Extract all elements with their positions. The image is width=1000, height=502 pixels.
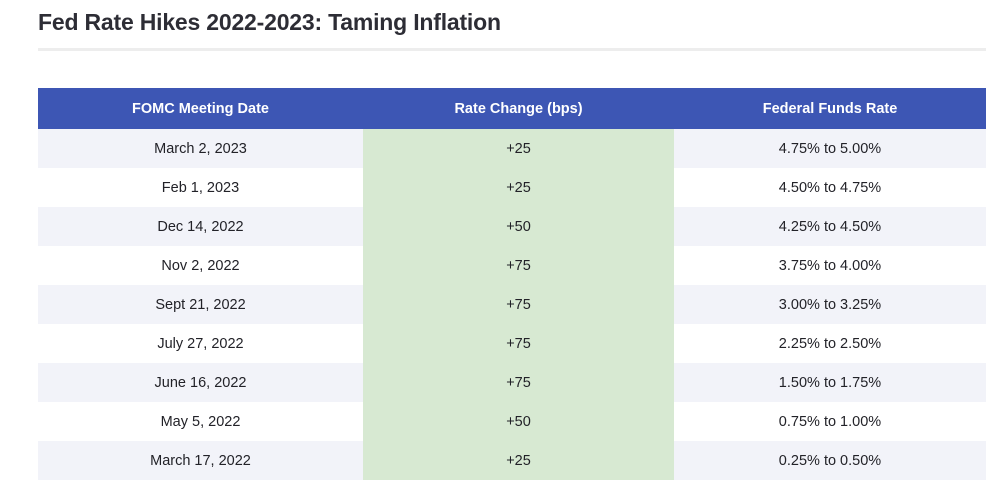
column-header-rate-change: Rate Change (bps) [454,100,583,117]
rate-change-cell: +25 [363,441,674,480]
funds-rate-cell: 2.25% to 2.50% [674,324,986,363]
meeting-date-cell: May 5, 2022 [38,402,363,441]
funds-rate-cell: 3.00% to 3.25% [674,285,986,324]
rate-change-cell: +25 [363,129,674,168]
meeting-date-cell: July 27, 2022 [38,324,363,363]
meeting-date-cell: June 16, 2022 [38,363,363,402]
table-row: July 27, 2022 +75 2.25% to 2.50% [38,324,986,363]
rate-change-cell: +75 [363,285,674,324]
rate-change-cell: +75 [363,363,674,402]
funds-rate-cell: 4.50% to 4.75% [674,168,986,207]
rate-change-cell: +75 [363,246,674,285]
rate-change-cell: +50 [363,207,674,246]
funds-rate-cell: 3.75% to 4.00% [674,246,986,285]
rate-change-cell: +75 [363,324,674,363]
table-header-row: FOMC Meeting Date Rate Change (bps) Fede… [38,88,986,129]
meeting-date-cell: Sept 21, 2022 [38,285,363,324]
rate-change-cell: +50 [363,402,674,441]
meeting-date-cell: Nov 2, 2022 [38,246,363,285]
column-header-meeting-date: FOMC Meeting Date [132,100,269,117]
column-header-funds-rate: Federal Funds Rate [762,100,898,117]
table-row: Dec 14, 2022 +50 4.25% to 4.50% [38,207,986,246]
table-row: Feb 1, 2023 +25 4.50% to 4.75% [38,168,986,207]
table-row: March 17, 2022 +25 0.25% to 0.50% [38,441,986,480]
funds-rate-cell: 1.50% to 1.75% [674,363,986,402]
table-body: March 2, 2023 +25 4.75% to 5.00% Feb 1, 202… [38,129,986,480]
page: Fed Rate Hikes 2022-2023: Taming Inflati… [38,9,986,480]
funds-rate-cell: 0.75% to 1.00% [674,402,986,441]
rate-change-cell: +25 [363,168,674,207]
page-title: Fed Rate Hikes 2022-2023: Taming Inflati… [38,9,501,35]
table-row: Sept 21, 2022 +75 3.00% to 3.25% [38,285,986,324]
table-row: March 2, 2023 +25 4.75% to 5.00% [38,129,986,168]
funds-rate-cell: 4.75% to 5.00% [674,129,986,168]
meeting-date-cell: Dec 14, 2022 [38,207,363,246]
meeting-date-cell: March 17, 2022 [38,441,363,480]
meeting-date-cell: March 2, 2023 [38,129,363,168]
title-divider [38,48,986,51]
meeting-date-cell: Feb 1, 2023 [38,168,363,207]
funds-rate-cell: 0.25% to 0.50% [674,441,986,480]
table-row: May 5, 2022 +50 0.75% to 1.00% [38,402,986,441]
funds-rate-cell: 4.25% to 4.50% [674,207,986,246]
fed-rate-hikes-table: FOMC Meeting Date Rate Change (bps) Fede… [38,88,986,480]
table-row: June 16, 2022 +75 1.50% to 1.75% [38,363,986,402]
table-row: Nov 2, 2022 +75 3.75% to 4.00% [38,246,986,285]
